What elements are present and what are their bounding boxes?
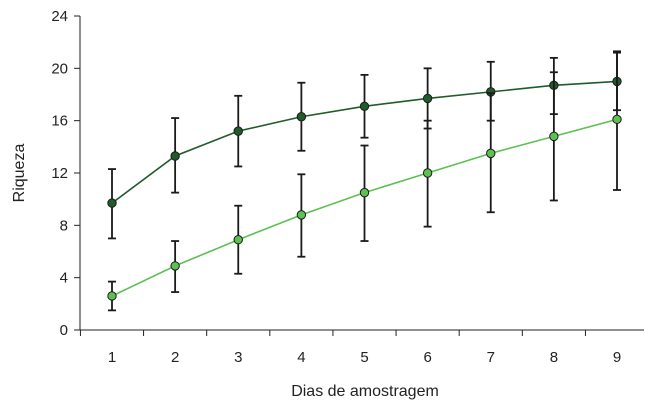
data-point — [359, 101, 370, 111]
y-tick-label: 0 — [60, 322, 68, 339]
data-point — [486, 148, 496, 159]
data-point — [422, 168, 433, 178]
x-tick-label: 9 — [613, 349, 621, 366]
series-2 — [107, 50, 622, 312]
y-tick-label: 12 — [51, 165, 68, 182]
data-point — [359, 187, 370, 198]
data-point — [233, 235, 243, 245]
x-ticks: 1 2 3 4 5 6 7 8 9 — [79, 330, 621, 366]
x-tick-label: 2 — [171, 349, 179, 366]
y-tick-label: 24 — [51, 8, 68, 25]
y-tick-label: 16 — [51, 113, 68, 130]
data-point — [107, 198, 117, 208]
data-point — [107, 291, 117, 301]
y-tick-label: 4 — [60, 270, 68, 287]
data-point — [296, 112, 307, 122]
data-point — [612, 114, 622, 125]
data-point — [422, 93, 433, 104]
y-tick-label: 20 — [51, 60, 68, 77]
series-group — [107, 50, 622, 312]
axes — [79, 16, 644, 331]
x-tick-label: 6 — [423, 349, 431, 366]
x-tick-label: 7 — [487, 349, 495, 366]
x-tick-label: 8 — [550, 349, 558, 366]
y-axis-title: Riqueza — [11, 144, 28, 203]
data-point — [170, 151, 180, 161]
x-axis-title: Dias de amostragem — [291, 383, 439, 400]
x-tick-label: 1 — [108, 349, 116, 366]
data-point — [170, 261, 180, 271]
x-tick-label: 5 — [360, 349, 368, 366]
data-point — [296, 210, 307, 220]
y-tick-label: 8 — [60, 217, 68, 234]
data-point — [549, 131, 559, 142]
x-tick-label: 3 — [234, 349, 242, 366]
x-tick-label: 4 — [297, 349, 305, 366]
data-point — [233, 126, 243, 136]
y-ticks: 0 4 8 12 16 20 24 — [51, 8, 80, 339]
